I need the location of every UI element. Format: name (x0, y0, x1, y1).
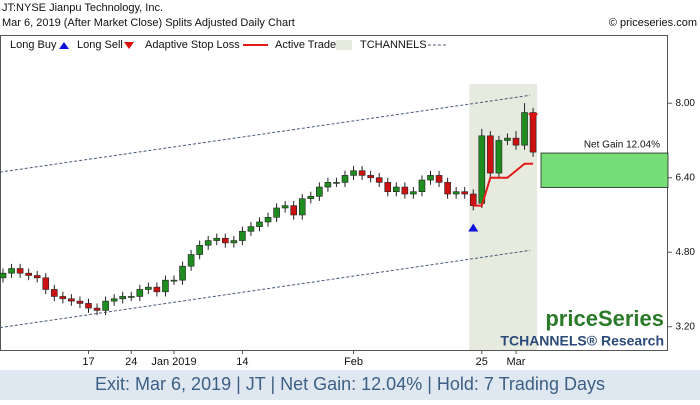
legend-label: Long Sell (77, 39, 123, 51)
candle-body (102, 300, 109, 311)
y-tick-label: 4.80 (676, 247, 696, 258)
candle-body (239, 230, 246, 241)
candle-body (8, 268, 15, 274)
candle-body (256, 221, 263, 227)
channel-line (0, 94, 531, 173)
candle-body (68, 298, 75, 302)
candle-body (529, 112, 537, 153)
chart-title: JT:NYSE Jianpu Technology, Inc. (2, 2, 163, 14)
copyright: © priceseries.com (609, 17, 697, 29)
candle-body (42, 277, 50, 290)
legend-sell-icon (124, 42, 134, 49)
x-tick-label: 14 (236, 356, 248, 368)
candle-body (264, 216, 272, 223)
plot-frame (0, 35, 668, 351)
y-tick-label: 6.40 (676, 172, 696, 183)
candle-body (461, 191, 469, 195)
candle-body (196, 244, 203, 255)
stop-loss-line (473, 162, 534, 207)
watermark-sub: TCHANNELS® Research (500, 333, 664, 349)
candle-body (504, 137, 511, 141)
candle-body (298, 198, 306, 216)
candle-body (273, 207, 280, 218)
signal-arrow (528, 113, 539, 122)
candle-body (384, 182, 392, 192)
candle-body (204, 240, 212, 246)
candle-body (307, 196, 315, 199)
candle-body (281, 205, 289, 209)
candle-body (401, 186, 409, 195)
legend-label: Long Buy (10, 39, 57, 51)
candle-body (25, 272, 32, 276)
candle-body (316, 186, 323, 197)
y-tick-label: 3.20 (676, 321, 696, 332)
candle-body (179, 265, 186, 281)
candle-body (16, 268, 24, 274)
candle-body (222, 237, 229, 244)
candle-body (427, 175, 434, 181)
candle-body (350, 170, 357, 176)
candle-body (341, 175, 349, 183)
candle-body (418, 179, 426, 192)
legend-label: Adaptive Stop Loss (145, 39, 240, 51)
net-gain-label: Net Gain 12.04% (584, 140, 660, 151)
candle-body (478, 135, 486, 204)
y-tick-label: 8.00 (676, 98, 696, 109)
candle-body (76, 300, 84, 304)
x-tick-label: Feb (344, 356, 363, 368)
legend-buy-icon (59, 42, 69, 49)
candle-body (213, 237, 221, 241)
candle-body (170, 279, 178, 282)
candle-body (410, 191, 417, 195)
candle-body (127, 296, 135, 298)
candle-body (119, 296, 126, 300)
legend-label: Active Trade (275, 39, 336, 51)
candle-body (512, 137, 520, 146)
candle-body (110, 298, 118, 302)
candle-body (230, 240, 238, 244)
candle-body (358, 170, 366, 176)
candle-body (521, 112, 528, 146)
x-tick-label: Jan 2019 (151, 356, 196, 368)
candle-body (487, 135, 494, 174)
candle-body (444, 182, 451, 195)
signal-arrow (468, 223, 479, 232)
candle-body (495, 140, 503, 174)
candle-body (290, 205, 298, 216)
net-gain-box (540, 152, 669, 188)
candle-body (0, 272, 7, 279)
candle-body (247, 226, 255, 232)
candle-body (145, 286, 152, 290)
candle-body (33, 275, 41, 279)
channel-line (0, 249, 531, 329)
candle-body (85, 303, 92, 309)
footer-band (0, 370, 700, 400)
candle-body (452, 191, 460, 195)
x-tick-label: 17 (82, 356, 94, 368)
footer-text: Exit: Mar 6, 2019 | JT | Net Gain: 12.04… (95, 374, 605, 394)
candle-body (59, 296, 67, 300)
x-tick-label: 24 (125, 356, 137, 368)
candle-body (367, 175, 374, 179)
candle-body (187, 254, 195, 267)
watermark: priceSeries (545, 306, 664, 331)
candle-body (435, 175, 443, 183)
candle-body (162, 279, 169, 293)
candle-body (333, 182, 340, 184)
candle-body (93, 307, 101, 311)
candle-body (392, 186, 400, 192)
chart-subtitle: Mar 6, 2019 (After Market Close) Splits … (2, 17, 295, 29)
candle-body (50, 289, 58, 297)
candle-body (324, 182, 332, 188)
x-tick-label: 25 (476, 356, 488, 368)
x-tick-label: Mar (507, 356, 526, 368)
candle-body (375, 177, 383, 183)
legend-label: TCHANNELS (360, 39, 427, 51)
candle-body (153, 286, 161, 293)
candle-body (469, 193, 477, 206)
candle-body (136, 289, 144, 297)
legend-active-icon (336, 40, 352, 50)
